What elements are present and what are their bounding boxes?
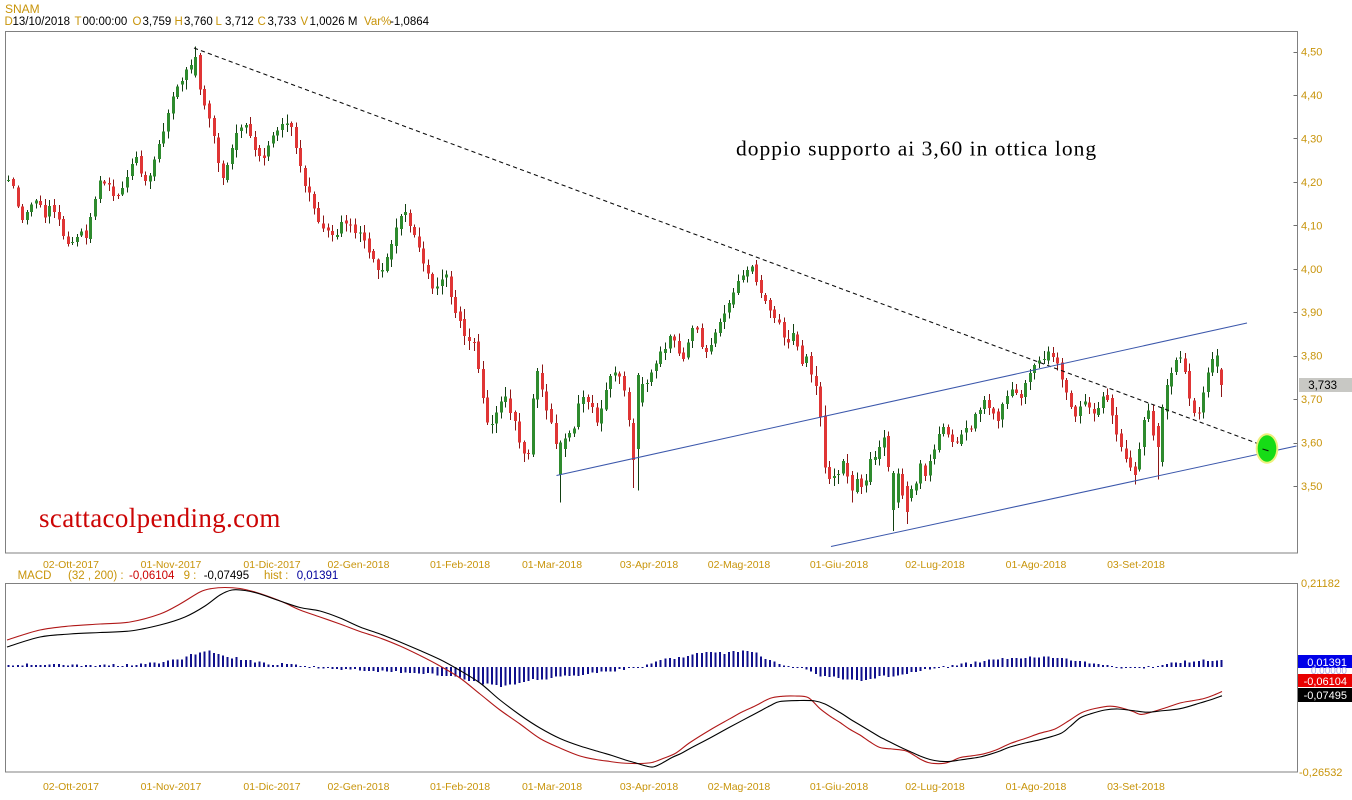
- svg-text:hist :: hist :: [264, 570, 288, 582]
- svg-text:02-Ott-2017: 02-Ott-2017: [43, 781, 99, 793]
- svg-text:0,01391: 0,01391: [1307, 657, 1347, 669]
- svg-text:3,60: 3,60: [1301, 438, 1322, 450]
- svg-text:3,760: 3,760: [184, 16, 213, 28]
- svg-text:SNAM: SNAM: [5, 2, 40, 16]
- svg-text:doppio supporto ai 3,60 in ott: doppio supporto ai 3,60 in ottica long: [736, 137, 1097, 161]
- svg-text:3,80: 3,80: [1301, 351, 1322, 363]
- svg-text:02-Lug-2018: 02-Lug-2018: [905, 781, 965, 793]
- svg-text:0,01391: 0,01391: [297, 570, 339, 582]
- svg-text:9 :: 9 :: [184, 570, 197, 582]
- svg-text:3,733: 3,733: [268, 16, 297, 28]
- svg-text:02-Mag-2018: 02-Mag-2018: [708, 781, 771, 793]
- svg-text:D: D: [5, 16, 13, 28]
- svg-text:O: O: [133, 16, 142, 28]
- svg-text:01-Mar-2018: 01-Mar-2018: [522, 559, 582, 571]
- svg-text:4,10: 4,10: [1301, 220, 1322, 232]
- svg-text:1,0026 M: 1,0026 M: [310, 16, 358, 28]
- svg-text:01-Feb-2018: 01-Feb-2018: [430, 781, 490, 793]
- svg-text:13/10/2018: 13/10/2018: [13, 16, 71, 28]
- svg-text:-0,26532: -0,26532: [1299, 767, 1342, 779]
- svg-text:0,00000: 0,00000: [1311, 666, 1348, 677]
- svg-text:03-Set-2018: 03-Set-2018: [1107, 559, 1165, 571]
- svg-text:01-Ago-2018: 01-Ago-2018: [1006, 559, 1067, 571]
- svg-text:02-Ott-2017: 02-Ott-2017: [43, 559, 99, 571]
- svg-text:03-Apr-2018: 03-Apr-2018: [620, 559, 679, 571]
- svg-text:02-Gen-2018: 02-Gen-2018: [328, 559, 390, 571]
- svg-text:01-Nov-2017: 01-Nov-2017: [141, 781, 202, 793]
- svg-text:-1,0864: -1,0864: [390, 16, 430, 28]
- svg-text:3,733: 3,733: [1308, 380, 1337, 392]
- svg-text:-0,07495: -0,07495: [204, 570, 249, 582]
- svg-text:01-Dic-2017: 01-Dic-2017: [243, 559, 300, 571]
- svg-text:4,50: 4,50: [1301, 47, 1322, 59]
- svg-text:4,30: 4,30: [1301, 133, 1322, 145]
- svg-text:-0,07495: -0,07495: [1304, 690, 1347, 702]
- svg-text:4,20: 4,20: [1301, 177, 1322, 189]
- svg-text:3,70: 3,70: [1301, 394, 1322, 406]
- svg-text:02-Lug-2018: 02-Lug-2018: [905, 559, 965, 571]
- svg-text:01-Giu-2018: 01-Giu-2018: [810, 781, 869, 793]
- svg-text:01-Nov-2017: 01-Nov-2017: [141, 559, 202, 571]
- svg-text:00:00:00: 00:00:00: [83, 16, 128, 28]
- svg-text:3,712: 3,712: [225, 16, 254, 28]
- svg-text:(32 , 200) :: (32 , 200) :: [68, 570, 124, 582]
- svg-text:V: V: [301, 16, 309, 28]
- svg-text:4,00: 4,00: [1301, 264, 1322, 276]
- svg-text:03-Apr-2018: 03-Apr-2018: [620, 781, 679, 793]
- svg-text:3,759: 3,759: [143, 16, 172, 28]
- svg-text:3,50: 3,50: [1301, 481, 1322, 493]
- svg-text:03-Set-2018: 03-Set-2018: [1107, 781, 1165, 793]
- svg-text:MACD: MACD: [18, 570, 52, 582]
- svg-text:-0,06104: -0,06104: [1304, 676, 1347, 688]
- svg-text:01-Feb-2018: 01-Feb-2018: [430, 559, 490, 571]
- svg-text:02-Mag-2018: 02-Mag-2018: [708, 559, 771, 571]
- svg-text:01-Dic-2017: 01-Dic-2017: [243, 781, 300, 793]
- svg-text:H: H: [175, 16, 183, 28]
- svg-text:-0,06104: -0,06104: [129, 570, 175, 582]
- svg-text:02-Gen-2018: 02-Gen-2018: [328, 781, 390, 793]
- svg-text:C: C: [258, 16, 266, 28]
- svg-text:T: T: [75, 16, 82, 28]
- svg-text:0,21182: 0,21182: [1301, 578, 1340, 590]
- svg-text:01-Ago-2018: 01-Ago-2018: [1006, 781, 1067, 793]
- svg-text:01-Mar-2018: 01-Mar-2018: [522, 781, 582, 793]
- svg-text:01-Giu-2018: 01-Giu-2018: [810, 559, 869, 571]
- svg-text:scattacolpending.com: scattacolpending.com: [39, 503, 281, 533]
- svg-text:L: L: [216, 16, 223, 28]
- svg-text:3,90: 3,90: [1301, 307, 1322, 319]
- svg-text:4,40: 4,40: [1301, 90, 1322, 102]
- svg-text:Var%: Var%: [364, 16, 391, 28]
